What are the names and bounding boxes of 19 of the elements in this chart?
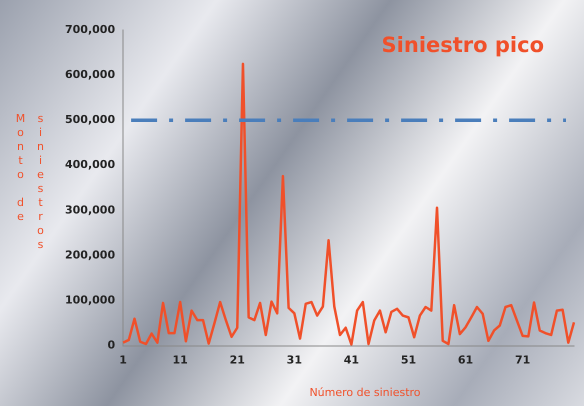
y-tick-label: 200,000 xyxy=(64,248,116,262)
x-axis-title: Número de siniestro xyxy=(308,386,422,399)
x-tick-label: 41 xyxy=(344,353,360,366)
y-tick-label: 500,000 xyxy=(64,113,116,126)
chart-title: Siniestro pico xyxy=(382,32,544,57)
y-tick-label: 400,000 xyxy=(64,158,116,172)
y-axis-title: Monto de siniestros xyxy=(13,112,48,254)
x-tick-label: 61 xyxy=(458,353,474,366)
x-tick-label: 21 xyxy=(230,353,245,366)
x-tick-label: 11 xyxy=(172,353,188,366)
y-tick-label: 700,000 xyxy=(64,22,116,36)
y-tick-label: 0 xyxy=(107,338,116,352)
y-tick-label: 300,000 xyxy=(64,203,116,216)
x-tick-label: 31 xyxy=(286,353,302,366)
x-tick-label: 1 xyxy=(119,353,127,366)
y-tick-label: 600,000 xyxy=(64,68,116,81)
y-tick-label: 100,000 xyxy=(64,294,116,307)
x-tick-label: 71 xyxy=(514,353,530,366)
x-tick-label: 51 xyxy=(400,353,416,366)
